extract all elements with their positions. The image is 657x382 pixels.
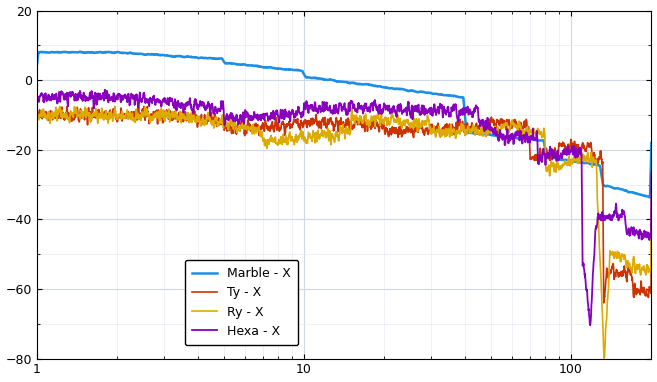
Hexa - X — [101, 87, 109, 92]
Ry - X — [103, 115, 111, 120]
Hexa - X — [570, 151, 578, 156]
Ry - X — [648, 189, 656, 194]
Marble - X — [33, 63, 41, 68]
Ry - X — [600, 356, 608, 361]
Marble - X — [648, 141, 656, 145]
Ty - X — [648, 208, 656, 213]
Legend: Marble - X, Ty - X, Ry - X, Hexa - X: Marble - X, Ty - X, Ry - X, Hexa - X — [185, 260, 298, 345]
Ty - X — [295, 121, 303, 126]
Hexa - X — [140, 91, 148, 96]
Line: Ty - X: Ty - X — [37, 101, 652, 303]
Marble - X — [103, 50, 111, 54]
Ry - X — [269, 139, 277, 144]
Hexa - X — [636, 227, 644, 232]
Ty - X — [635, 289, 643, 293]
Marble - X — [646, 195, 654, 199]
Ry - X — [569, 159, 577, 164]
Ty - X — [569, 144, 577, 149]
Line: Hexa - X: Hexa - X — [37, 90, 652, 325]
Ry - X — [635, 262, 643, 267]
Hexa - X — [103, 91, 111, 96]
Marble - X — [570, 159, 578, 163]
Marble - X — [76, 49, 84, 54]
Marble - X — [140, 52, 148, 57]
Hexa - X — [648, 170, 656, 175]
Marble - X — [269, 66, 277, 70]
Line: Ry - X: Ry - X — [37, 103, 652, 358]
Ty - X — [139, 109, 147, 114]
Hexa - X — [269, 112, 277, 117]
Ty - X — [269, 123, 277, 128]
Ry - X — [139, 115, 147, 120]
Ry - X — [33, 101, 41, 105]
Line: Marble - X: Marble - X — [37, 52, 652, 197]
Ty - X — [33, 99, 41, 104]
Hexa - X — [586, 323, 594, 328]
Hexa - X — [33, 89, 41, 94]
Hexa - X — [296, 110, 304, 115]
Ty - X — [600, 301, 608, 305]
Ry - X — [295, 133, 303, 138]
Marble - X — [296, 68, 304, 73]
Ty - X — [103, 114, 111, 118]
Marble - X — [635, 192, 643, 197]
